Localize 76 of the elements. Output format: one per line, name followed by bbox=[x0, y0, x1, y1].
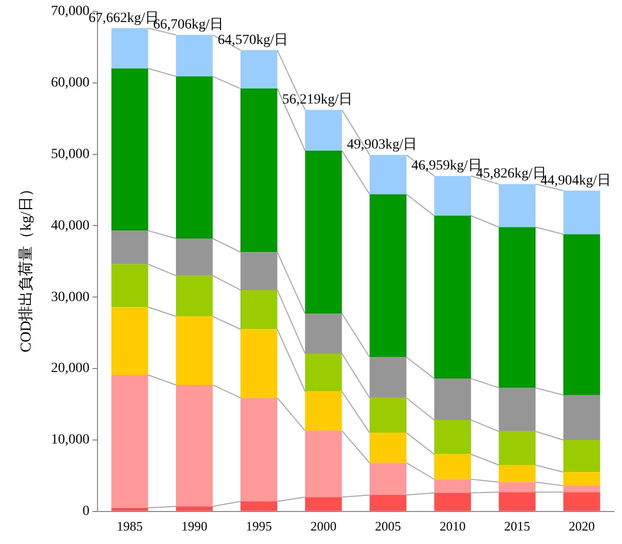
bar bbox=[240, 50, 278, 89]
bar bbox=[370, 357, 406, 398]
y-tick-label: 0 bbox=[82, 504, 90, 520]
bar bbox=[498, 184, 536, 228]
bar bbox=[563, 394, 600, 440]
bar bbox=[240, 290, 278, 330]
bar bbox=[498, 492, 536, 511]
bar bbox=[111, 307, 148, 375]
bar bbox=[563, 472, 600, 486]
bar bbox=[176, 34, 213, 76]
bar bbox=[240, 88, 278, 252]
bar bbox=[434, 378, 471, 420]
bar bbox=[176, 506, 213, 511]
x-tick-label: 1985 bbox=[116, 518, 143, 534]
bar bbox=[111, 28, 148, 69]
x-tick-label: 2015 bbox=[504, 518, 530, 534]
total-label: 49,903kg/日 bbox=[346, 138, 418, 153]
bar bbox=[240, 329, 278, 398]
bar bbox=[434, 479, 471, 493]
x-tick-label: 2020 bbox=[568, 518, 595, 534]
y-tick-label: 20,000 bbox=[51, 361, 90, 376]
bar bbox=[305, 354, 342, 392]
x-tick-label: 2005 bbox=[375, 518, 402, 534]
bar bbox=[305, 430, 342, 498]
x-tick-label: 2010 bbox=[440, 518, 466, 534]
bar bbox=[305, 150, 342, 314]
bar bbox=[498, 431, 536, 465]
bar bbox=[176, 276, 213, 316]
bar bbox=[305, 391, 342, 431]
y-tick-label: 60,000 bbox=[51, 76, 90, 90]
x-tick-label: 1995 bbox=[246, 518, 272, 534]
bar bbox=[111, 230, 148, 264]
bar bbox=[498, 482, 536, 492]
bar bbox=[434, 420, 471, 454]
bar bbox=[305, 314, 342, 354]
bar bbox=[563, 492, 600, 511]
bar bbox=[434, 454, 471, 480]
bar bbox=[498, 464, 536, 482]
bar bbox=[434, 492, 471, 511]
y-tick-label: 10,000 bbox=[51, 432, 90, 448]
bar bbox=[111, 264, 148, 308]
y-tick-label: 70,000 bbox=[51, 4, 90, 20]
bar bbox=[305, 110, 342, 151]
bar bbox=[563, 440, 600, 472]
bar bbox=[563, 486, 600, 492]
bar bbox=[240, 398, 278, 502]
bar bbox=[305, 497, 342, 511]
bar bbox=[176, 316, 213, 385]
bar bbox=[240, 501, 278, 511]
y-tick-label: 40,000 bbox=[51, 218, 90, 234]
bar bbox=[434, 176, 471, 216]
x-tick-label: 1990 bbox=[181, 518, 208, 534]
y-tick-label: 30,000 bbox=[51, 290, 90, 305]
bar bbox=[111, 374, 148, 508]
total-label: 64,570kg/日 bbox=[218, 32, 288, 48]
bar bbox=[176, 238, 213, 276]
bar bbox=[111, 508, 148, 511]
bar bbox=[111, 68, 148, 231]
x-tick-label: 2000 bbox=[310, 518, 336, 534]
bar bbox=[370, 462, 406, 495]
bar bbox=[240, 252, 278, 290]
bar bbox=[370, 194, 406, 358]
bar bbox=[434, 216, 471, 379]
bar bbox=[370, 494, 406, 511]
bar bbox=[498, 227, 536, 388]
bar bbox=[563, 190, 600, 234]
bar bbox=[370, 398, 406, 433]
bar bbox=[176, 384, 213, 506]
y-tick-label: 50,000 bbox=[51, 146, 90, 162]
y-axis-title: COD排出負荷量（kg/日） bbox=[17, 182, 36, 352]
bar bbox=[370, 154, 406, 194]
bar bbox=[370, 432, 406, 463]
bar bbox=[563, 234, 600, 395]
total-label: 56,219kg/日 bbox=[282, 92, 353, 108]
bar bbox=[498, 388, 536, 432]
bar bbox=[176, 76, 213, 239]
